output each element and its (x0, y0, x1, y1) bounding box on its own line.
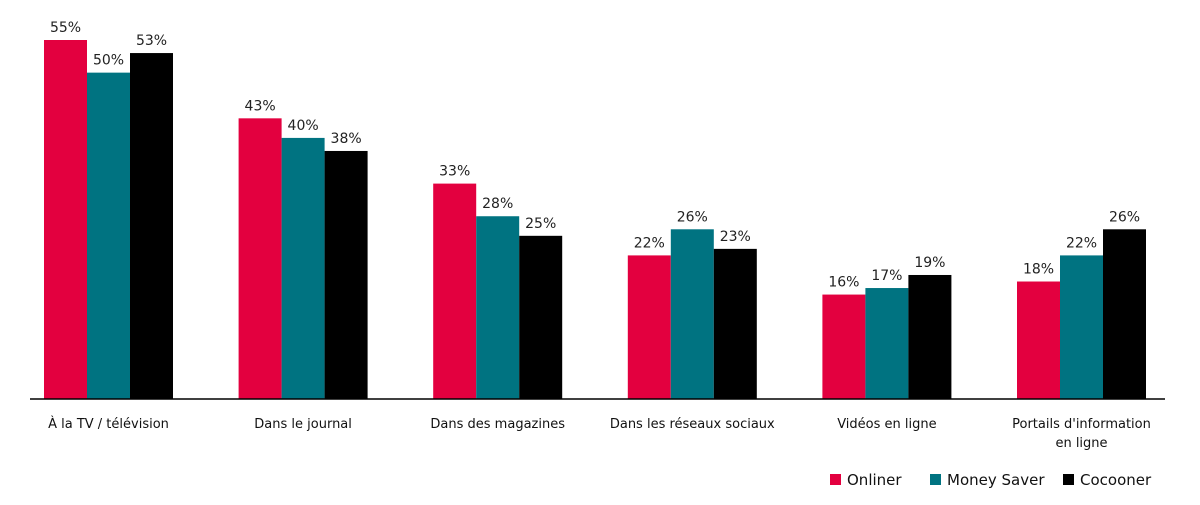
bar-onliner (1017, 281, 1060, 399)
data-label: 28% (482, 196, 513, 212)
bar-cocooner (519, 235, 563, 399)
x-tick-label: À la TV / télévision (48, 416, 169, 432)
bar-money-saver (87, 72, 130, 400)
x-tick-label: Dans le journal (254, 417, 352, 432)
bar-money-saver (476, 216, 520, 399)
bar-cocooner (713, 248, 757, 399)
x-tick-label: Dans les réseaux sociaux (610, 417, 775, 432)
legend-swatch (1063, 474, 1074, 485)
data-label: 22% (634, 235, 665, 251)
bar-onliner (627, 255, 671, 399)
legend-label: Onliner (847, 471, 902, 489)
data-label: 16% (828, 275, 859, 291)
data-label: 55% (50, 20, 81, 36)
bar-money-saver (281, 137, 325, 399)
data-label: 50% (93, 53, 124, 69)
data-label: 26% (1109, 209, 1140, 225)
x-tick-label: Portails d'information (1012, 417, 1151, 432)
bar-cocooner (908, 274, 952, 399)
data-label: 38% (331, 131, 362, 147)
data-label: 22% (1066, 235, 1097, 251)
bar-cocooner (324, 150, 368, 399)
legend-swatch (930, 474, 941, 485)
bar-onliner (433, 183, 477, 399)
legend-label: Money Saver (947, 471, 1045, 489)
data-label: 25% (525, 216, 556, 232)
data-label: 33% (439, 164, 470, 180)
legend-swatch (830, 474, 841, 485)
legend-label: Cocooner (1080, 471, 1152, 489)
data-label: 18% (1023, 262, 1054, 278)
data-label: 19% (914, 255, 945, 271)
bar-cocooner (1103, 229, 1146, 399)
bar-money-saver (865, 288, 909, 399)
x-tick-label: Vidéos en ligne (837, 417, 936, 432)
bar-onliner (822, 294, 866, 399)
bar-money-saver (1060, 255, 1103, 399)
bar-onliner (238, 118, 282, 399)
data-label: 26% (677, 209, 708, 225)
x-tick-label: Dans des magazines (430, 417, 565, 432)
bar-onliner (44, 40, 87, 399)
data-label: 53% (136, 33, 167, 49)
x-tick-label: en ligne (1055, 436, 1107, 451)
bar-cocooner (130, 53, 173, 400)
data-label: 43% (245, 98, 276, 114)
data-label: 23% (720, 229, 751, 245)
data-label: 17% (871, 268, 902, 284)
bar-money-saver (670, 229, 714, 399)
data-label: 40% (288, 118, 319, 134)
